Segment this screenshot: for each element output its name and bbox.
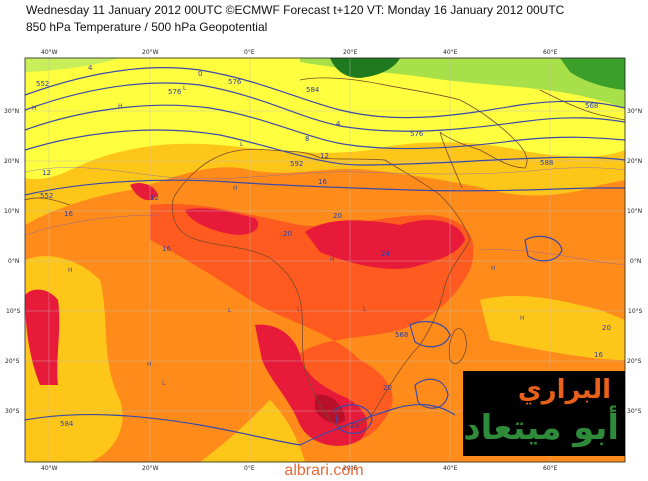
lat-label: 10°N: [627, 208, 642, 215]
temperature-band-mild: [25, 58, 625, 180]
longitude-labels-bottom: 40°W 20°W 0°E 20°E 40°E 60°E: [41, 465, 558, 472]
temperature-label: 24: [381, 250, 390, 258]
high-marker: H: [68, 267, 73, 274]
low-marker: L: [228, 307, 232, 314]
high-marker: H: [32, 105, 37, 112]
temperature-band-cold: [330, 58, 400, 78]
temperature-label: 20: [383, 384, 392, 392]
temperature-label: 12: [42, 169, 51, 177]
geopotential-label: 552: [40, 192, 53, 200]
lon-label: 20°W: [142, 49, 159, 56]
geopotential-label: 576: [228, 78, 242, 86]
high-marker: H: [520, 315, 525, 322]
temperature-label: 4: [336, 120, 341, 128]
lon-label: 40°W: [41, 49, 58, 56]
geopotential-label: 568: [585, 102, 598, 110]
temperature-label: 12: [150, 194, 159, 202]
map-frame: [24, 57, 626, 463]
temperature-band-cold-east: [560, 58, 625, 90]
lat-label: 10°N: [4, 208, 19, 215]
lat-label: 30°N: [4, 108, 19, 115]
low-marker: L: [162, 380, 166, 387]
temperature-band-darkest: [315, 394, 345, 424]
temperature-label: 16: [162, 245, 171, 253]
high-marker: H: [118, 103, 123, 110]
temperature-contours: [24, 167, 626, 266]
latitude-labels-right: 30°N 20°N 10°N 0°N 10°S 20°S 30°S: [627, 108, 643, 415]
map-title: Wednesday 11 January 2012 00UTC ©ECMWF F…: [26, 3, 565, 17]
high-marker: H: [147, 361, 152, 368]
lat-label: 0°N: [630, 258, 641, 265]
lon-label: 0°E: [244, 465, 255, 472]
lon-label: 20°E: [343, 465, 358, 472]
temperature-label: 16: [318, 178, 327, 186]
lon-label: 40°W: [41, 465, 58, 472]
temperature-label: 16: [594, 351, 603, 359]
map-subtitle: 850 hPa Temperature / 500 hPa Geopotenti…: [26, 20, 268, 34]
geopotential-label: 588: [540, 159, 553, 167]
watermark-logo: البراري أبو ميتعاد: [463, 371, 625, 456]
geopotential-label: 568: [395, 331, 408, 339]
pressure-centres: H H H H H H H H L L L L L L: [32, 85, 525, 387]
temperature-label: 12: [320, 152, 329, 160]
low-marker: L: [183, 85, 187, 92]
lon-label: 20°E: [343, 49, 358, 56]
low-marker: L: [240, 141, 244, 148]
lat-label: 0°N: [8, 258, 19, 265]
temperature-band-warm-east: [480, 295, 625, 360]
temperature-band-extreme-central: [305, 220, 465, 269]
geopotential-contours: [24, 67, 626, 446]
temperature-band-cool-west: [25, 58, 120, 72]
geopotential-label: 584: [60, 420, 74, 428]
high-marker: H: [491, 265, 496, 272]
geopotential-label: 592: [290, 160, 303, 168]
lat-label: 20°S: [5, 358, 20, 365]
low-marker: L: [363, 306, 367, 313]
high-marker: H: [330, 256, 335, 263]
temperature-band-extreme-west: [185, 208, 259, 235]
lat-label: 20°N: [627, 158, 642, 165]
temperature-label: 0: [198, 70, 202, 78]
low-marker: L: [297, 306, 301, 313]
lat-label: 10°S: [6, 308, 21, 315]
lat-label: 30°S: [627, 408, 642, 415]
longitude-labels-top: 40°W 20°W 0°E 20°E 40°E 60°E: [41, 49, 558, 56]
lat-label: 10°S: [628, 308, 643, 315]
geopotential-label: 576: [410, 130, 424, 138]
temperature-label: 23: [350, 422, 359, 430]
lon-label: 60°E: [543, 465, 558, 472]
temperature-label: 20: [333, 212, 342, 220]
lat-label: 30°N: [627, 108, 642, 115]
geopotential-label: 584: [306, 86, 320, 94]
watermark-line-1: البراري: [517, 375, 611, 405]
geopotential-label: 552: [36, 80, 49, 88]
lon-label: 40°E: [443, 465, 458, 472]
temperature-band-extreme-north: [130, 183, 158, 201]
lon-label: 20°W: [142, 465, 159, 472]
temperature-label: 4: [88, 64, 93, 72]
temperature-band-warm-south: [200, 400, 305, 462]
lat-label: 20°N: [4, 158, 19, 165]
site-link[interactable]: albrari.com: [284, 462, 364, 479]
lon-label: 40°E: [443, 49, 458, 56]
latitude-labels-left: 30°N 20°N 10°N 0°N 10°S 20°S 30°S: [4, 108, 21, 415]
temperature-label: 8: [305, 135, 309, 143]
lon-label: 0°E: [244, 49, 255, 56]
temperature-label: 16: [64, 210, 73, 218]
temperature-label: 20: [283, 230, 292, 238]
temperature-label: 20: [602, 324, 611, 332]
lon-label: 60°E: [543, 49, 558, 56]
geopotential-label: 576: [168, 88, 182, 96]
lat-label: 30°S: [5, 408, 20, 415]
contour-labels: 552 576 584 576 592 576 568 588 552 568 …: [36, 64, 611, 430]
high-marker: H: [233, 185, 238, 192]
lat-label: 20°S: [627, 358, 642, 365]
watermark-line-2: أبو ميتعاد: [463, 408, 619, 448]
